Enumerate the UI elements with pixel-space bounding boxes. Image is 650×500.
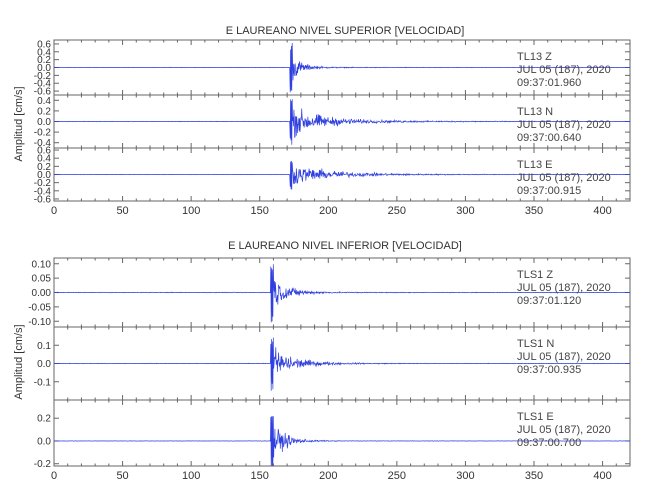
x-tick-label: 0	[51, 205, 57, 217]
time-label: 09:37:00.935	[517, 364, 581, 376]
waveform-trace	[53, 42, 630, 93]
x-tick-label: 400	[593, 470, 611, 482]
y-tick-label: 0.0	[37, 359, 51, 370]
waveform-trace	[53, 337, 631, 391]
x-tick-label: 250	[388, 470, 406, 482]
y-tick-label: 0.2	[37, 162, 51, 173]
station-component-label: TL13 Z	[517, 51, 552, 63]
y-tick-label: 0.4	[37, 154, 51, 165]
y-tick-label: 0.4	[37, 47, 51, 58]
date-label: JUL 05 (187), 2020	[517, 351, 611, 363]
y-tick-label: 0.0	[37, 436, 51, 447]
y-tick-label: 0.1	[37, 341, 51, 352]
station-component-label: TL13 N	[517, 106, 553, 118]
waveform-trace	[53, 99, 630, 145]
station-component-label: TLS1 N	[517, 338, 554, 350]
y-tick-label: 0.6	[37, 146, 51, 157]
y-tick-label: 0.4	[37, 96, 51, 107]
y-tick-label: -0.2	[34, 178, 52, 189]
y-tick-label: -0.10	[28, 317, 51, 328]
time-label: 09:37:00.700	[517, 437, 581, 449]
x-tick-label: 300	[456, 470, 474, 482]
date-label: JUL 05 (187), 2020	[517, 119, 611, 131]
x-tick-label: 250	[388, 205, 406, 217]
x-tick-label: 100	[182, 470, 200, 482]
y-tick-label: 0.2	[37, 106, 51, 117]
y-tick-label: 0.2	[37, 414, 51, 425]
x-tick-label: 150	[251, 470, 269, 482]
x-tick-label: 200	[319, 470, 337, 482]
y-tick-label: -0.05	[28, 302, 51, 313]
y-tick-label: 0.00	[32, 288, 52, 299]
y-tick-label: -0.6	[34, 87, 52, 98]
y-tick-label: 0.0	[37, 117, 51, 128]
upper-chart-y-axis-label: Amplitud [cm/s]	[13, 86, 25, 161]
lower-chart-y-axis-label: Amplitud [cm/s]	[13, 324, 25, 399]
y-tick-label: 0.2	[37, 55, 51, 66]
station-component-label: TL13 E	[517, 159, 552, 171]
y-tick-label: 0.10	[32, 259, 52, 270]
y-tick-label: 0.0	[37, 63, 51, 74]
x-tick-label: 400	[593, 205, 611, 217]
lower-chart-title: E LAUREANO NIVEL INFERIOR [VELOCIDAD]	[228, 240, 462, 252]
upper-level-seismogram-group: E LAUREANO NIVEL SUPERIOR [VELOCIDAD] Am…	[13, 25, 631, 217]
date-label: JUL 05 (187), 2020	[517, 424, 611, 436]
station-component-label: TLS1 E	[517, 411, 554, 423]
time-label: 09:37:00.640	[517, 132, 581, 144]
x-tick-label: 100	[182, 205, 200, 217]
date-label: JUL 05 (187), 2020	[517, 172, 611, 184]
y-tick-label: -0.2	[34, 71, 52, 82]
y-tick-label: -0.1	[34, 377, 52, 388]
x-tick-label: 0	[51, 470, 57, 482]
y-tick-label: -0.4	[34, 138, 52, 149]
y-tick-label: 0.0	[37, 170, 51, 181]
x-tick-label: 200	[319, 205, 337, 217]
lower-level-seismogram-group: E LAUREANO NIVEL INFERIOR [VELOCIDAD] Am…	[13, 240, 631, 482]
station-component-label: TLS1 Z	[517, 269, 553, 281]
x-tick-label: 50	[116, 205, 128, 217]
y-tick-label: -0.4	[34, 79, 52, 90]
time-label: 09:37:00.915	[517, 185, 581, 197]
y-tick-label: -0.4	[34, 186, 52, 197]
date-label: JUL 05 (187), 2020	[517, 282, 611, 294]
y-tick-label: 0.05	[32, 274, 52, 285]
y-tick-label: -0.6	[34, 194, 52, 205]
waveform-trace	[53, 264, 630, 323]
y-tick-label: 0.6	[37, 39, 51, 50]
y-tick-label: -0.2	[34, 128, 52, 139]
time-label: 09:37:01.960	[517, 77, 581, 89]
x-tick-label: 350	[525, 205, 543, 217]
waveform-trace	[54, 416, 631, 466]
time-label: 09:37:01.120	[517, 295, 581, 307]
y-tick-label: -0.2	[34, 459, 52, 470]
x-tick-label: 50	[116, 470, 128, 482]
date-label: JUL 05 (187), 2020	[517, 64, 611, 76]
x-tick-label: 150	[251, 205, 269, 217]
waveform-trace	[53, 160, 631, 190]
x-tick-label: 350	[525, 470, 543, 482]
upper-chart-title: E LAUREANO NIVEL SUPERIOR [VELOCIDAD]	[226, 25, 465, 37]
x-tick-label: 300	[456, 205, 474, 217]
